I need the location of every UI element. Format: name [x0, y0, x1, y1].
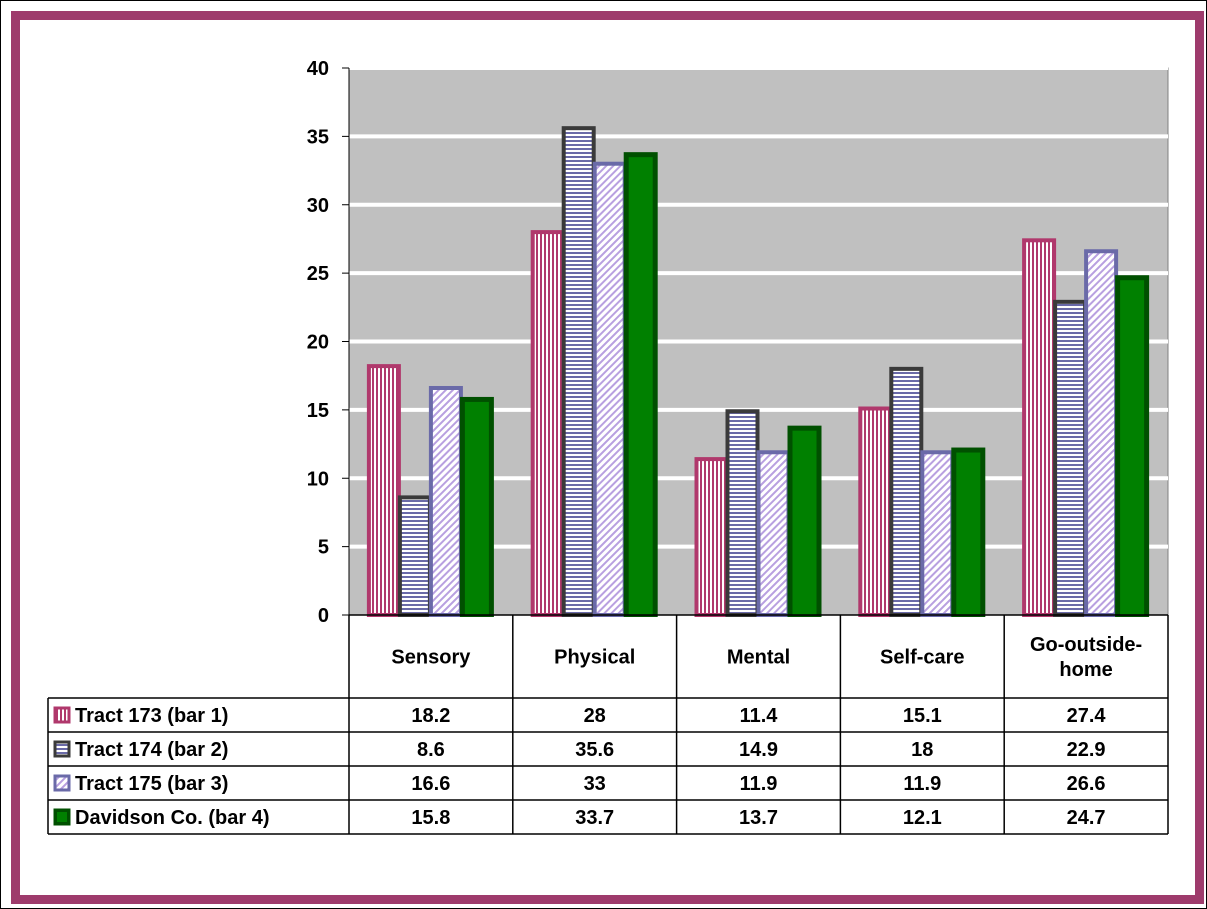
- y-tick-label: 15: [307, 400, 329, 422]
- bar: [428, 385, 463, 617]
- data-label: 15.8: [411, 807, 450, 829]
- axes: 0 5 10 15 20 25 30 35 40: [307, 58, 350, 627]
- bars: [366, 126, 1150, 618]
- y-tick-label: 25: [307, 263, 329, 285]
- bar: [397, 495, 432, 617]
- legend-label: Tract 174 (bar 2): [75, 739, 228, 761]
- data-label: 12.1: [903, 807, 942, 829]
- data-label: 11.9: [740, 773, 778, 795]
- data-table: Sensory Physical Mental Self-care Go-outside…: [47, 614, 1169, 835]
- legend-key: [53, 774, 71, 792]
- bar: [366, 364, 401, 617]
- bar-3-Sensory: [428, 385, 463, 617]
- data-label: 8.6: [417, 739, 445, 761]
- bar-fill: [1120, 280, 1145, 615]
- y-tick-label: 20: [307, 332, 329, 354]
- bar-1-Mental: [694, 457, 729, 618]
- y-tick-label: 30: [307, 195, 329, 217]
- bar: [694, 457, 729, 618]
- bar-3-Self-care: [920, 450, 955, 617]
- data-label: 11.4: [740, 705, 779, 727]
- data-label: 18: [911, 739, 933, 761]
- legend-label: Tract 175 (bar 3): [75, 773, 228, 795]
- data-label: 33.7: [575, 807, 614, 829]
- bar-1-Sensory: [366, 364, 401, 617]
- bar: [756, 450, 791, 617]
- bar: [787, 425, 822, 617]
- bar-3-Physical: [592, 161, 627, 617]
- bar: [889, 366, 924, 617]
- bar-2-Mental: [725, 409, 760, 617]
- bar-1-Self-care: [858, 406, 893, 617]
- data-label: 11.9: [903, 773, 941, 795]
- data-label: 14.9: [739, 739, 778, 761]
- bar-1-Go-outside-home: [1022, 238, 1057, 617]
- category-label: home: [1059, 659, 1112, 681]
- bar: [530, 230, 565, 617]
- legend-key-fill: [57, 812, 67, 822]
- bar: [561, 126, 596, 617]
- data-label: 28: [584, 705, 606, 727]
- data-label: 18.2: [411, 705, 450, 727]
- bar-fill: [628, 157, 653, 615]
- data-label: 13.7: [739, 807, 778, 829]
- bar-2-Go-outside-home: [1053, 299, 1088, 617]
- bar-3-Go-outside-home: [1084, 249, 1119, 617]
- category-label: Self-care: [880, 647, 965, 669]
- data-label: 35.6: [575, 739, 614, 761]
- category-label: Go-outside-: [1030, 634, 1142, 656]
- bar-2-Physical: [561, 126, 596, 617]
- legend-label: Davidson Co. (bar 4): [75, 807, 269, 829]
- y-tick-label: 5: [318, 537, 329, 559]
- legend-key: [53, 706, 71, 724]
- category-label: Mental: [727, 647, 790, 669]
- bar-1-Physical: [530, 230, 565, 617]
- bar: [1022, 238, 1057, 617]
- bar-fill: [956, 452, 981, 615]
- bar-2-Self-care: [889, 366, 924, 617]
- bar: [725, 409, 760, 617]
- bar: [1115, 275, 1150, 617]
- bar: [1084, 249, 1119, 617]
- bar: [592, 161, 627, 617]
- bar-fill: [792, 430, 817, 615]
- y-tick-label: 40: [307, 58, 329, 80]
- data-label: 27.4: [1067, 705, 1107, 727]
- data-label: 26.6: [1067, 773, 1106, 795]
- data-label: 15.1: [903, 705, 942, 727]
- category-label: Physical: [554, 647, 635, 669]
- bar: [623, 152, 658, 617]
- bar-2-Sensory: [397, 495, 432, 617]
- y-tick-label: 10: [307, 468, 329, 490]
- bar: [920, 450, 955, 617]
- legend-label: Tract 173 (bar 1): [75, 705, 228, 727]
- data-label: 22.9: [1067, 739, 1106, 761]
- data-label: 33: [584, 773, 606, 795]
- category-label: Sensory: [391, 647, 471, 669]
- bar-3-Mental: [756, 450, 791, 617]
- y-tick-label: 35: [307, 126, 329, 148]
- legend-key: [53, 740, 71, 758]
- bar: [858, 406, 893, 617]
- bar-fill: [464, 401, 489, 615]
- data-label: 16.6: [411, 773, 450, 795]
- bar: [1053, 299, 1088, 617]
- bar: [951, 447, 986, 617]
- y-tick-label: 0: [318, 605, 329, 627]
- data-label: 24.7: [1067, 807, 1106, 829]
- bar: [459, 396, 494, 617]
